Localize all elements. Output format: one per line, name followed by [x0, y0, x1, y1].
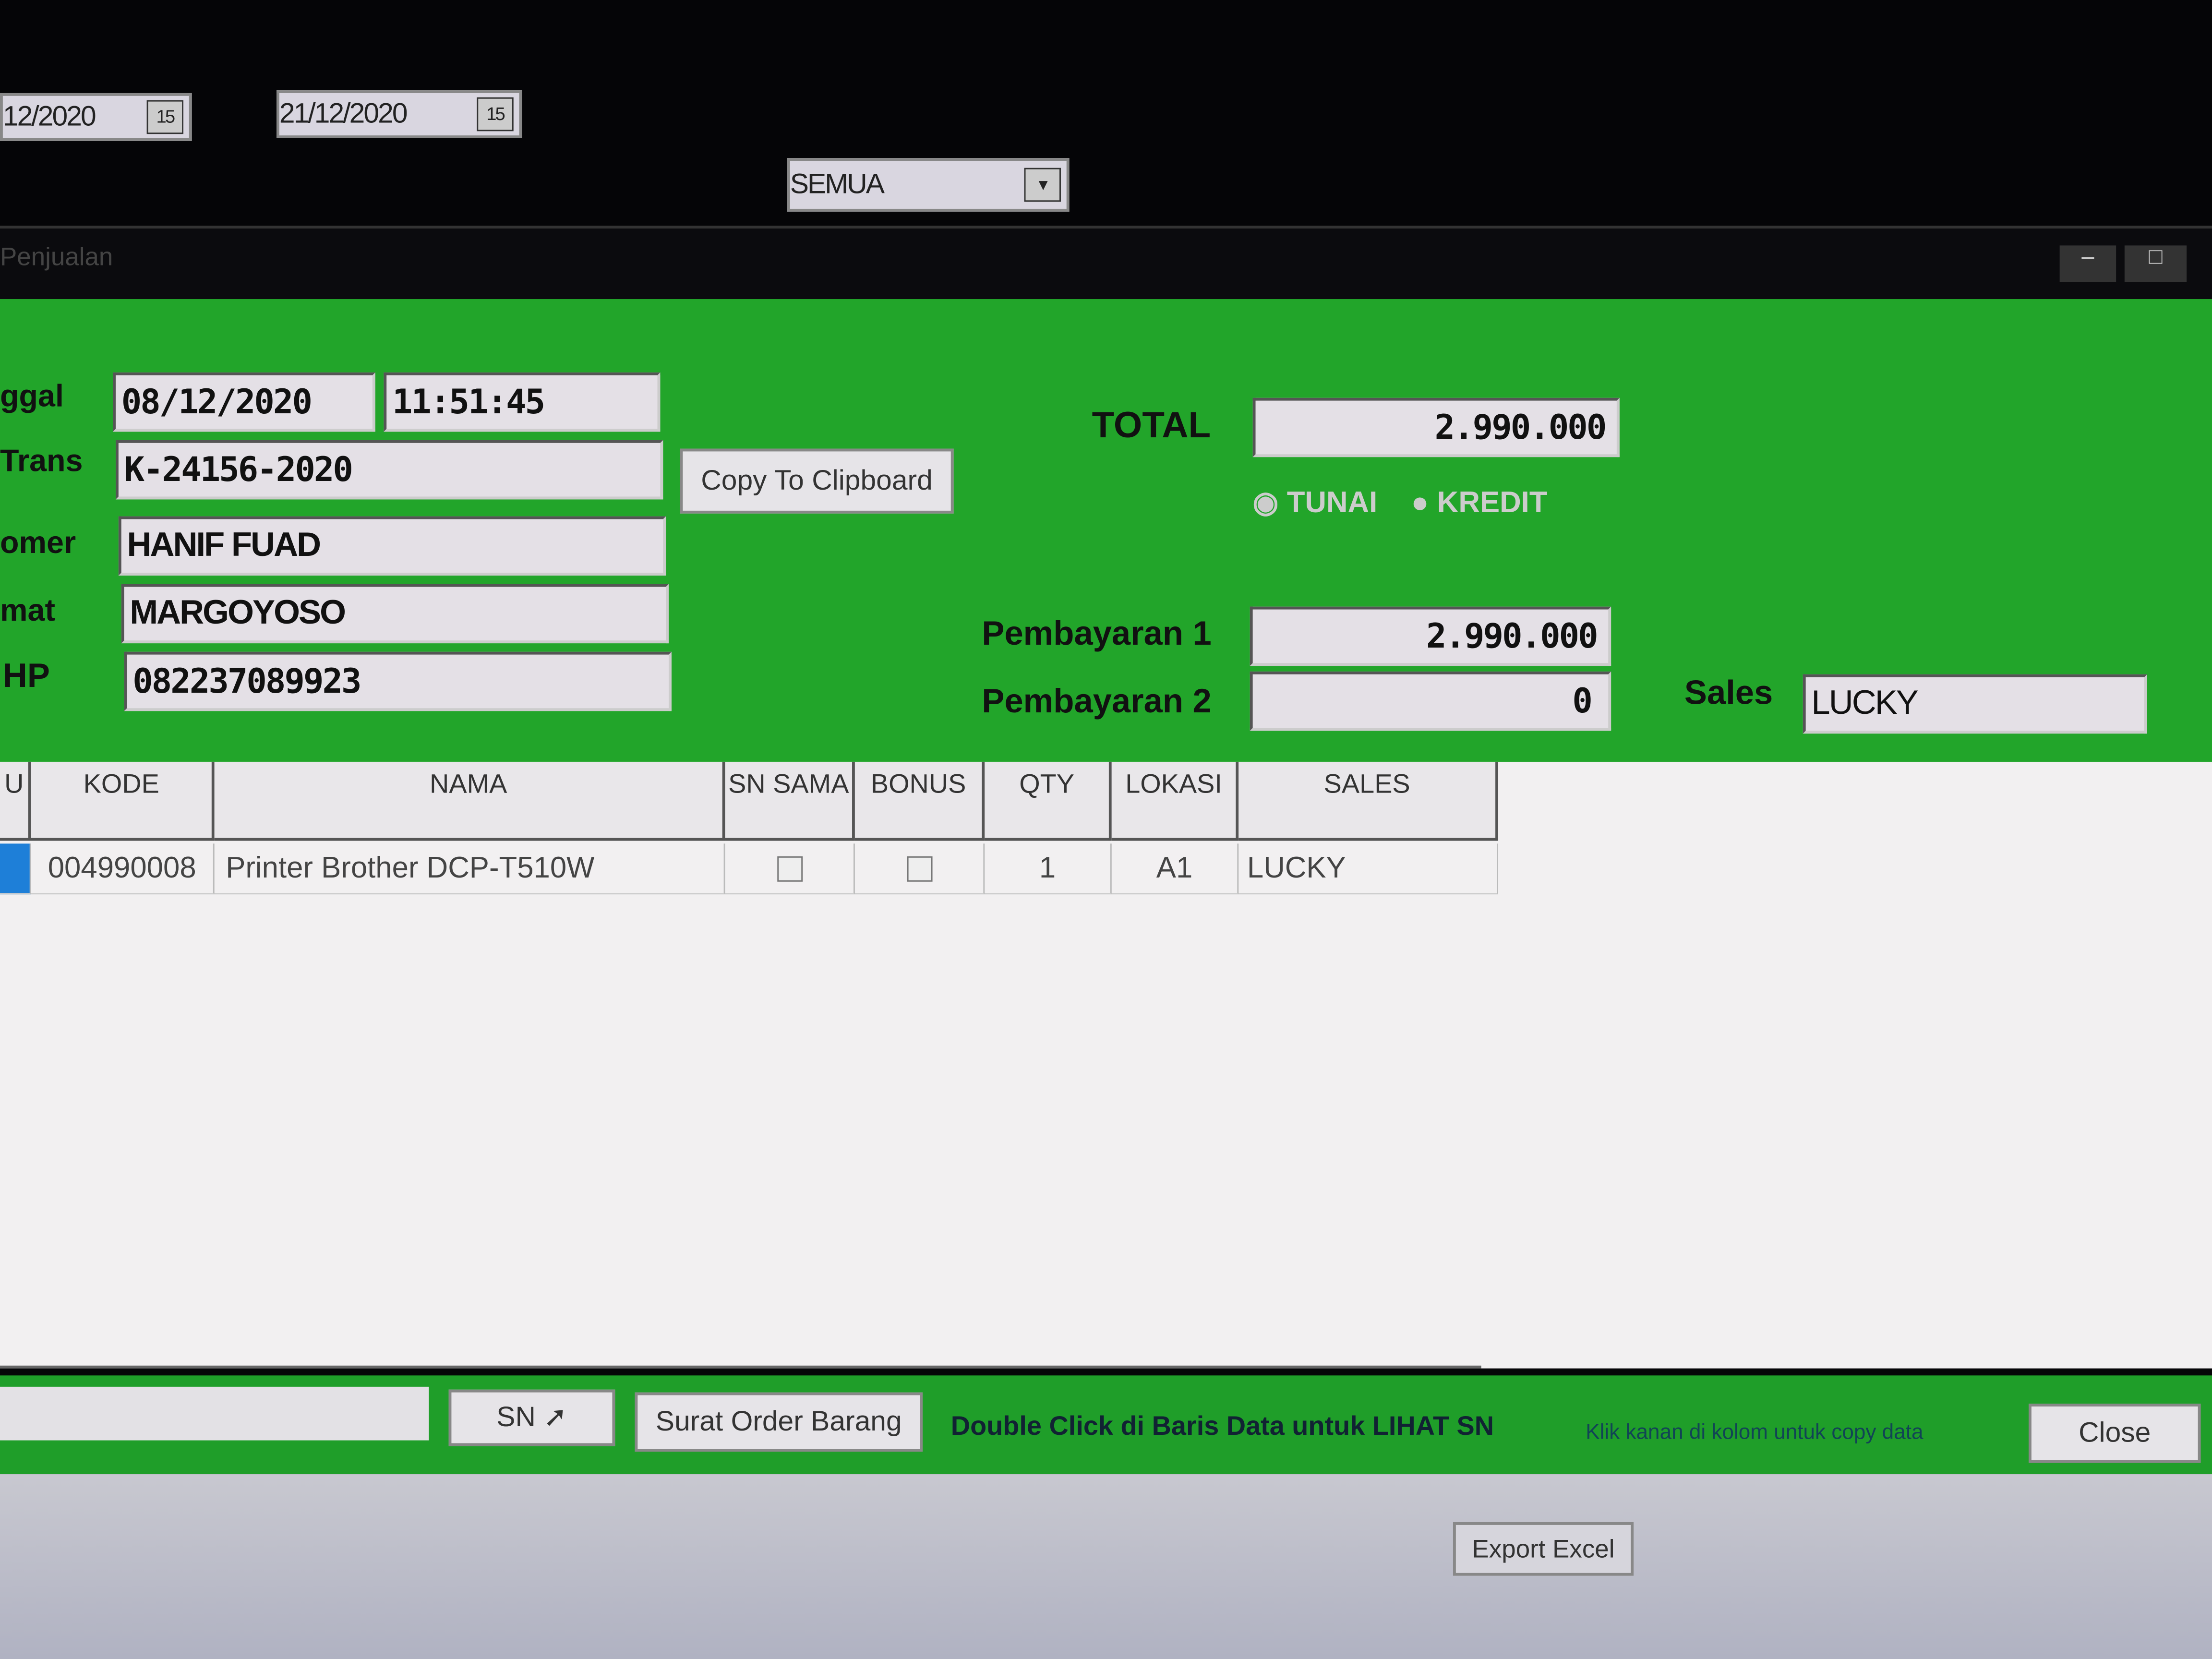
cell-qty[interactable]: 1	[985, 843, 1112, 895]
hint-text: Double Click di Baris Data untuk LIHAT S…	[950, 1412, 1494, 1442]
kredit-label: KREDIT	[1437, 486, 1548, 519]
sn-sama-checkbox[interactable]	[776, 857, 802, 883]
parent-window-area: Export Excel	[0, 1474, 2212, 1659]
surat-order-barang-button[interactable]: Surat Order Barang	[635, 1392, 923, 1452]
tunai-label: TUNAI	[1286, 486, 1378, 519]
date-from-field[interactable]: 12/2020 15	[0, 93, 192, 141]
radio-tunai[interactable]: ◉ TUNAI	[1252, 486, 1378, 519]
customer-field[interactable]: HANIF FUAD	[118, 516, 666, 576]
header-qty[interactable]: QTY	[985, 761, 1112, 841]
customer-label: omer	[0, 525, 76, 560]
maximize-button[interactable]: □	[2124, 245, 2187, 282]
header-sn-sama[interactable]: SN SAMA	[725, 761, 855, 841]
header-lokasi[interactable]: LOKASI	[1111, 761, 1239, 841]
jam-field[interactable]: 11:51:45	[384, 372, 661, 432]
alamat-field[interactable]: MARGOYOSO	[121, 584, 669, 644]
date-to-value: 21/12/2020	[279, 98, 408, 130]
no-trans-field[interactable]: K-24156-2020	[115, 440, 663, 500]
tanggal-label: ggal	[0, 378, 64, 414]
cell-kode[interactable]: 004990008	[31, 843, 215, 895]
cell-nama[interactable]: Printer Brother DCP-T510W	[214, 843, 725, 895]
export-excel-button[interactable]: Export Excel	[1453, 1522, 1634, 1576]
sn-button[interactable]: SN ➚	[448, 1389, 615, 1446]
bonus-checkbox[interactable]	[906, 857, 932, 883]
calendar-icon[interactable]: 15	[146, 100, 184, 134]
sales-field[interactable]: LUCKY	[1803, 674, 2147, 734]
trans-label: Trans	[0, 443, 83, 479]
hp-field[interactable]: 082237089923	[124, 651, 672, 711]
header-nama[interactable]: NAMA	[214, 761, 725, 841]
window-titlebar: Penjualan – □	[0, 226, 2212, 300]
cell-sales[interactable]: LUCKY	[1238, 843, 1499, 895]
header-sales[interactable]: SALES	[1238, 761, 1499, 841]
minimize-button[interactable]: –	[2059, 245, 2116, 282]
category-value: SEMUA	[790, 169, 885, 201]
category-select[interactable]: SEMUA ▾	[787, 158, 1070, 212]
nav-buttons[interactable]	[0, 1386, 429, 1441]
window-title: Penjualan	[0, 242, 113, 271]
total-field: 2.990.000	[1252, 397, 1620, 457]
radio-kredit[interactable]: ● KREDIT	[1411, 486, 1548, 519]
pembayaran2-field[interactable]: 0	[1250, 671, 1611, 731]
close-button[interactable]: Close	[2028, 1404, 2201, 1463]
date-to-field[interactable]: 21/12/2020 15	[276, 90, 522, 139]
total-label: TOTAL	[1092, 403, 1211, 446]
footer-bar: SN ➚ Surat Order Barang Double Click di …	[0, 1375, 2212, 1475]
header-kode[interactable]: KODE	[31, 761, 215, 841]
payment-type-group: ◉ TUNAI ● KREDIT	[1253, 485, 1548, 520]
date-from-value: 12/2020	[2, 101, 96, 133]
header-u[interactable]: U	[0, 761, 31, 841]
calendar-icon[interactable]: 15	[477, 97, 514, 132]
items-table: U KODE NAMA SN SAMA BONUS QTY LOKASI SAL…	[0, 761, 2212, 1369]
row-selector[interactable]	[0, 843, 31, 895]
hint-text-2: Klik kanan di kolom untuk copy data	[1586, 1420, 1923, 1445]
tanggal-field[interactable]: 08/12/2020	[113, 372, 375, 432]
cursor-icon: ➚	[543, 1402, 567, 1433]
sn-label: SN	[496, 1402, 536, 1433]
pembayaran1-field[interactable]: 2.990.000	[1250, 606, 1611, 666]
chevron-down-icon[interactable]: ▾	[1024, 168, 1061, 202]
hp-label: HP	[2, 657, 50, 696]
alamat-label: mat	[0, 592, 55, 628]
header-bonus[interactable]: BONUS	[854, 761, 985, 841]
pembayaran1-label: Pembayaran 1	[982, 615, 1212, 653]
pembayaran2-label: Pembayaran 2	[982, 683, 1212, 721]
cell-lokasi[interactable]: A1	[1111, 843, 1239, 895]
copy-to-clipboard-button[interactable]: Copy To Clipboard	[680, 448, 954, 514]
horizontal-scrollbar[interactable]	[0, 1365, 1481, 1369]
sales-label: Sales	[1684, 674, 1773, 713]
